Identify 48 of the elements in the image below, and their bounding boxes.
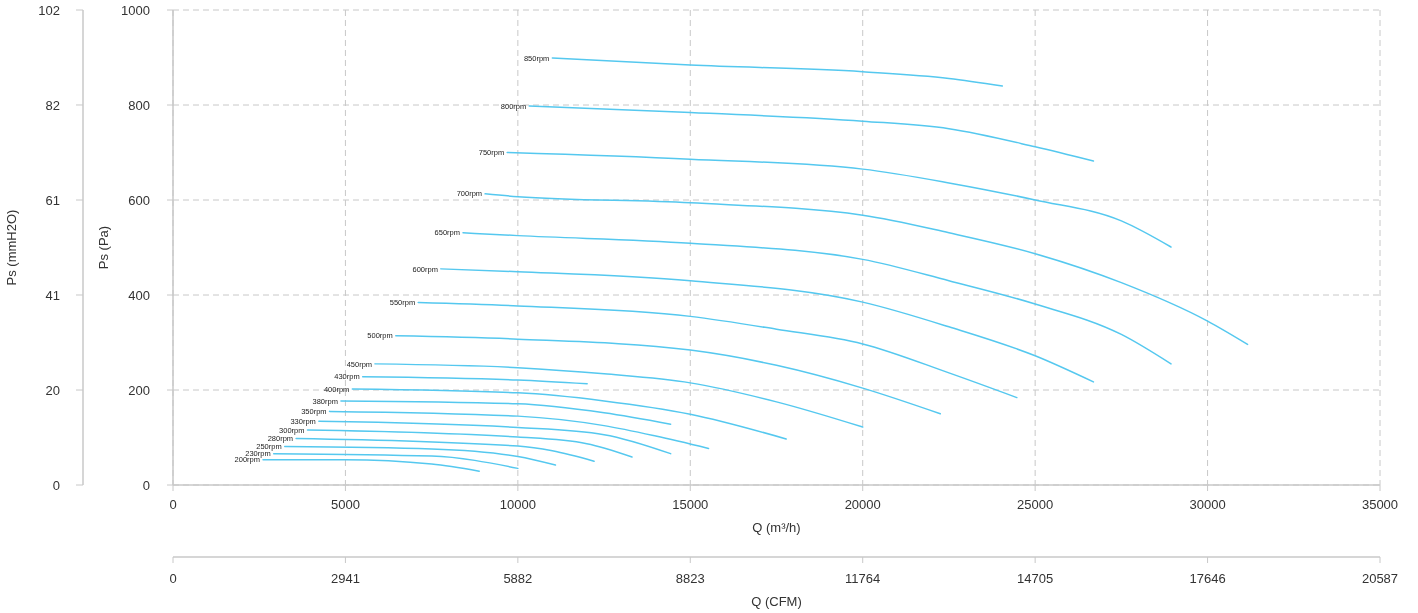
line-series <box>551 57 1004 87</box>
y-tick-label: 200 <box>128 382 150 398</box>
x2-tick-label: 20587 <box>1361 571 1399 586</box>
y-tick-label: 0 <box>142 477 150 493</box>
x2-tick-label: 17646 <box>1189 571 1226 586</box>
line-series <box>340 400 672 425</box>
x2-tick-label: 2941 <box>330 571 360 586</box>
line-series <box>506 151 1172 248</box>
line-series <box>374 363 864 428</box>
line-series <box>440 268 1095 383</box>
x-tick-label: 15000 <box>672 497 709 512</box>
line-series <box>484 193 1249 346</box>
y2-tick-label: 82 <box>45 97 60 113</box>
y-tick-label: 400 <box>128 287 150 303</box>
line-series <box>318 420 672 455</box>
x-tick-label: 35000 <box>1361 497 1399 512</box>
x-tick-label: 25000 <box>1017 497 1054 512</box>
line-series <box>306 429 633 458</box>
x-tick-label: 10000 <box>499 497 536 512</box>
x-tick-label: 0 <box>169 497 177 512</box>
line-series <box>328 410 710 450</box>
line-series <box>295 437 595 462</box>
x2-tick-label: 14705 <box>1017 571 1054 586</box>
line-series <box>395 335 942 415</box>
x2-tick-label: 8823 <box>675 571 705 586</box>
y2-tick-label: 61 <box>45 192 60 208</box>
y2-tick-label: 102 <box>38 2 60 18</box>
x2-axis-title: Q (CFM) <box>751 594 802 609</box>
y2-tick-label: 20 <box>45 382 60 398</box>
x-axis-title: Q (m³/h) <box>752 520 801 535</box>
y-axis-title: Ps (Pa) <box>96 225 111 270</box>
x2-tick-label: 0 <box>169 571 177 586</box>
x-tick-label: 30000 <box>1189 497 1226 512</box>
line-series <box>417 301 1018 399</box>
x-tick-label: 5000 <box>330 497 360 512</box>
line-series <box>351 388 787 440</box>
line-series <box>283 445 557 466</box>
y-tick-label: 1000 <box>121 2 150 18</box>
x2-tick-label: 5882 <box>503 571 533 586</box>
y2-axis-title: Ps (mmH2O) <box>4 209 19 286</box>
x-tick-label: 20000 <box>844 497 881 512</box>
line-series <box>528 105 1095 162</box>
y2-tick-label: 0 <box>52 477 60 493</box>
y-tick-label: 800 <box>128 97 150 113</box>
y-tick-label: 600 <box>128 192 150 208</box>
line-series <box>462 232 1172 365</box>
x2-tick-label: 11764 <box>845 571 881 586</box>
y2-tick-label: 41 <box>45 287 60 303</box>
